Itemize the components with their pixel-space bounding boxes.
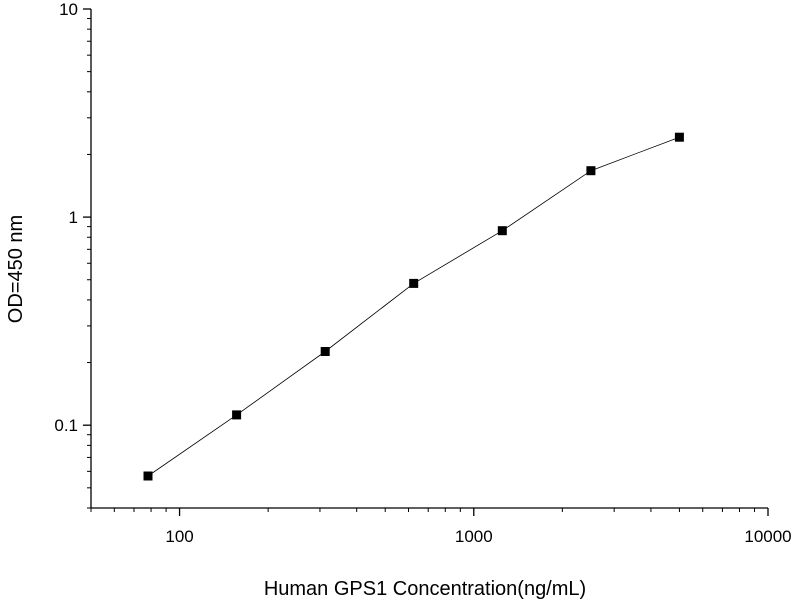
- series-line: [147, 136, 680, 477]
- y-tick-label: 0.1: [54, 416, 78, 435]
- data-point: [320, 347, 330, 356]
- y-axis-title: OD=450 nm: [5, 215, 27, 323]
- data-point: [232, 410, 242, 420]
- x-axis-title: Human GPS1 Concentration(ng/mL): [264, 578, 586, 600]
- x-tick-label: 100: [165, 527, 193, 546]
- x-tick-label: 1000: [455, 527, 493, 546]
- data-point: [143, 471, 153, 481]
- data-point: [409, 278, 419, 288]
- x-tick-label: 10000: [744, 527, 791, 546]
- ticks: 100 1000 10000 0.1 1 10: [54, 0, 791, 546]
- y-tick-label: 1: [69, 208, 78, 227]
- y-tick-label: 10: [59, 0, 78, 19]
- axes: [90, 9, 768, 509]
- series: [143, 132, 684, 481]
- data-point: [497, 226, 507, 236]
- data-point: [586, 166, 596, 176]
- data-point: [674, 132, 684, 142]
